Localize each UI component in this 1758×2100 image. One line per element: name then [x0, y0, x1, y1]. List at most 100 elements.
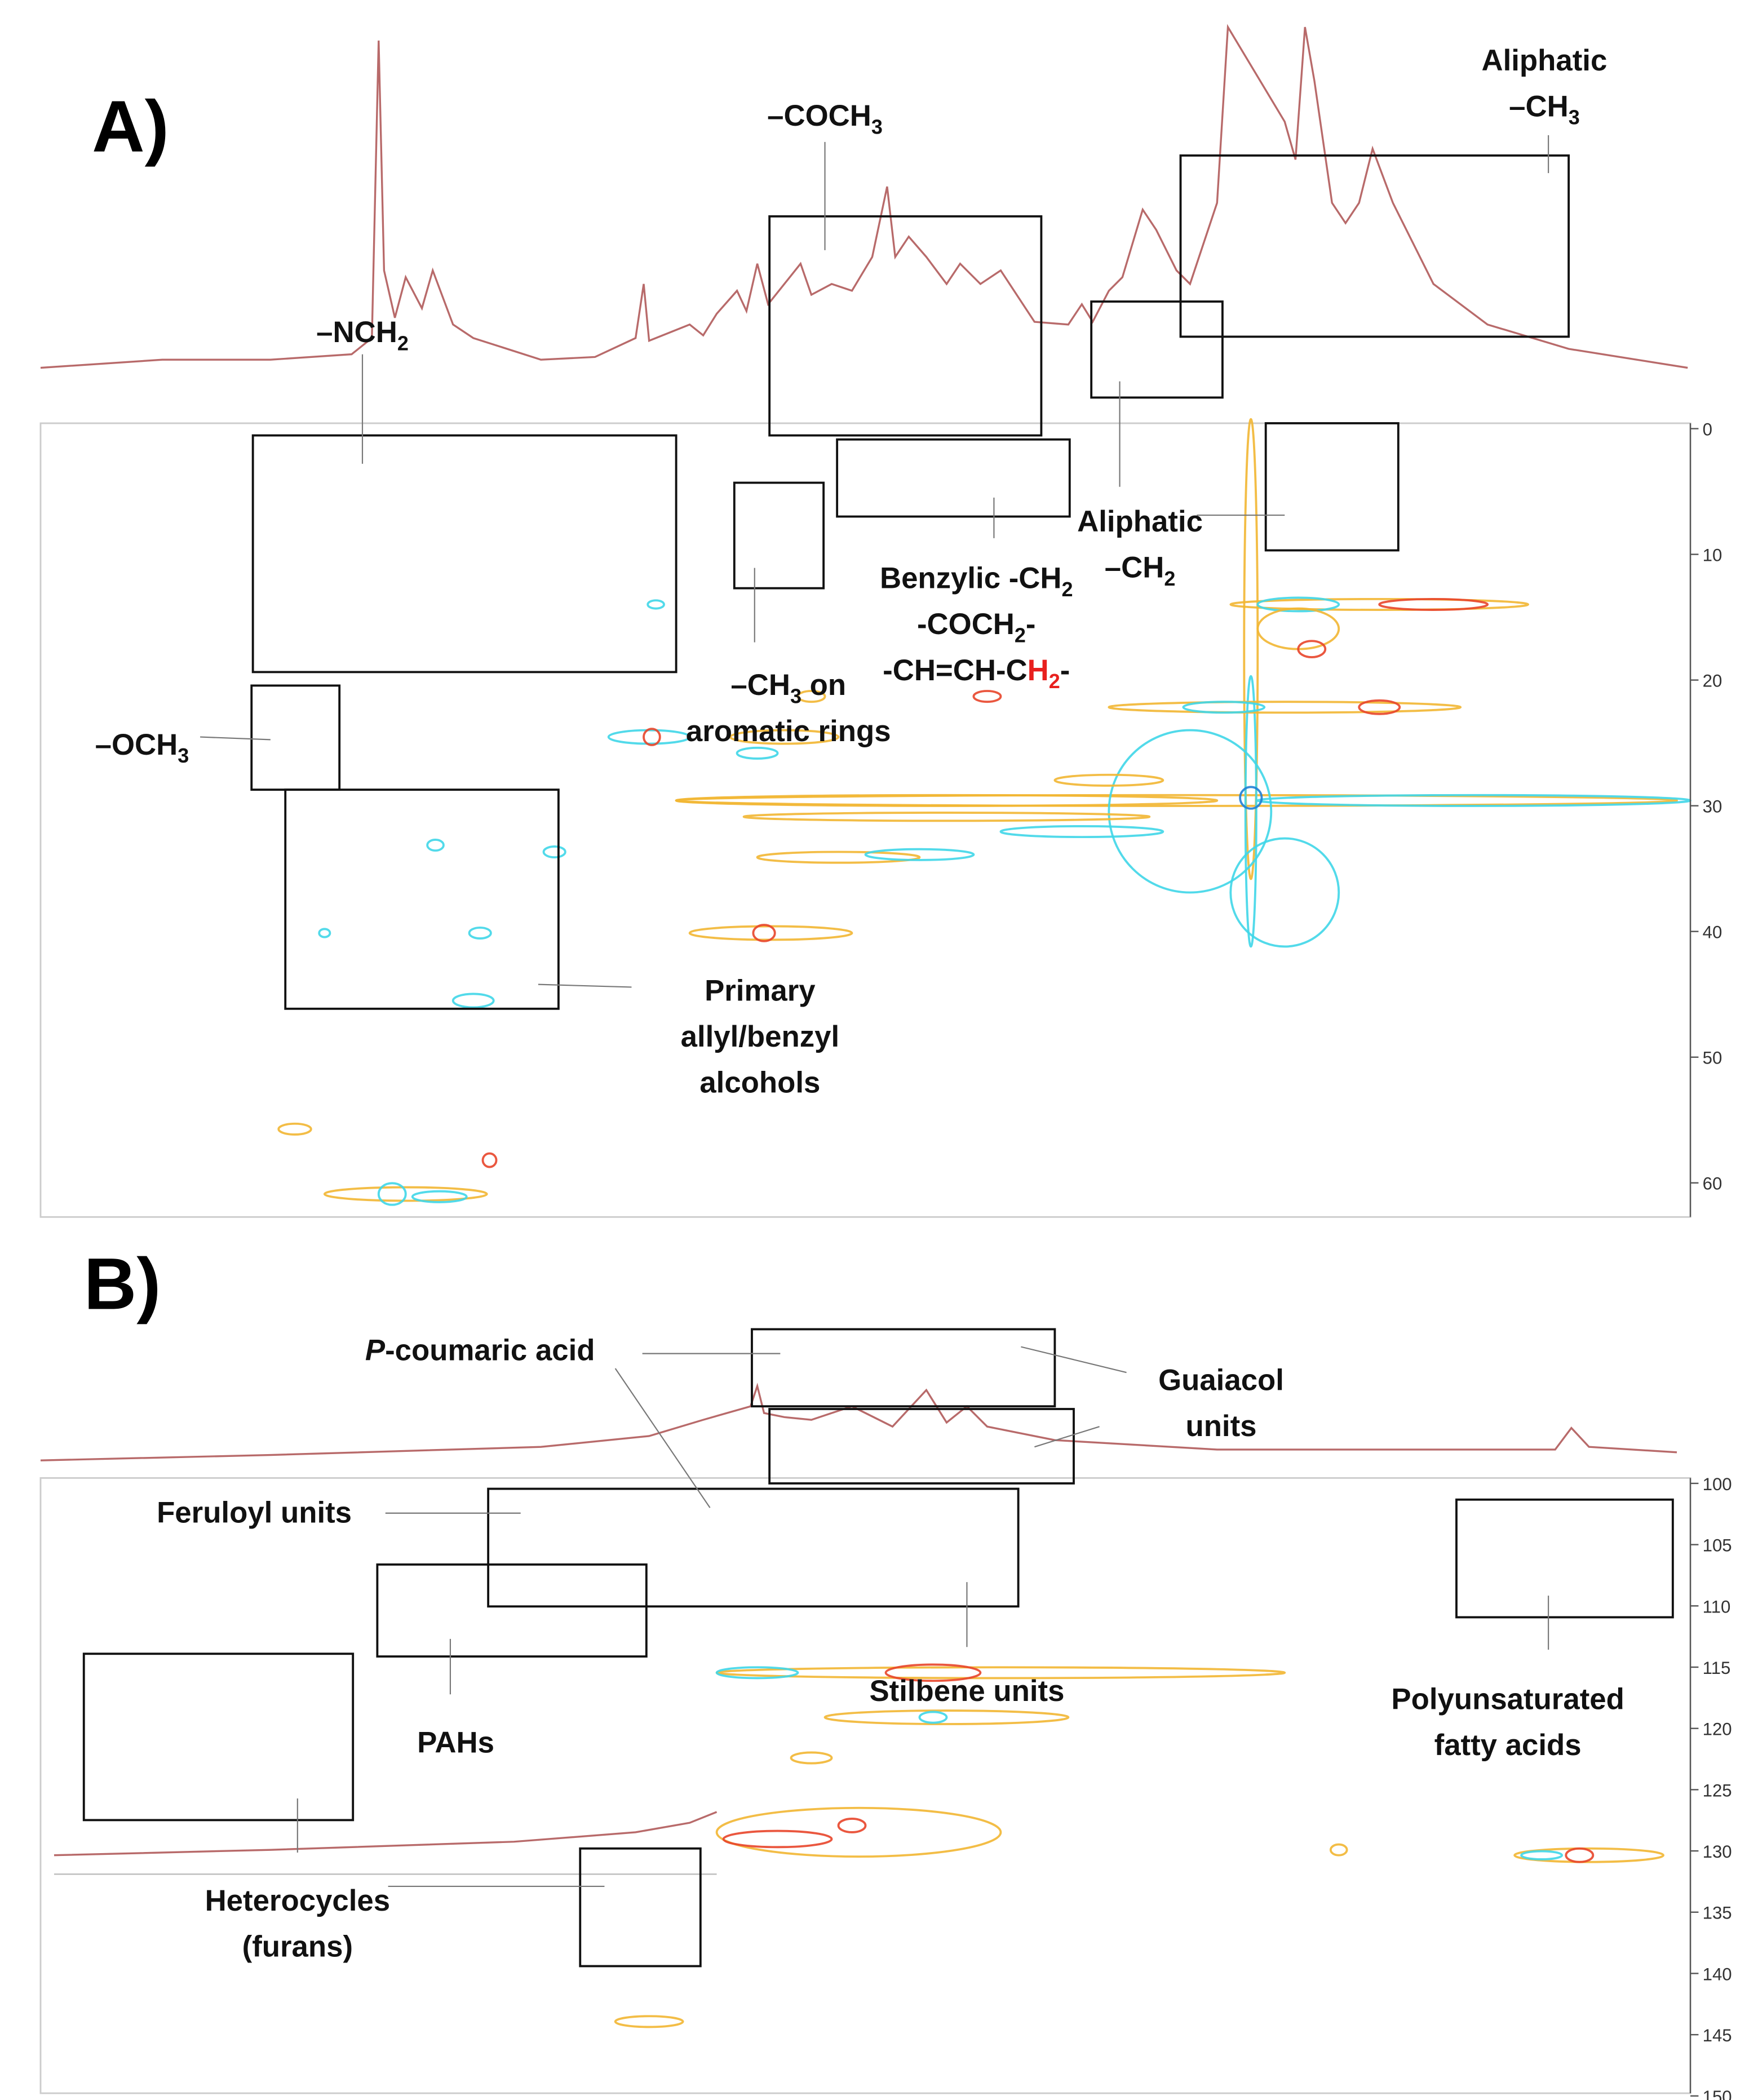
- contour: [1329, 1843, 1348, 1857]
- contour: [323, 1186, 488, 1202]
- annotation-text: –CH: [1509, 90, 1569, 123]
- contour: [715, 1666, 799, 1680]
- contour: [451, 993, 495, 1009]
- annotation-text: aromatic rings: [686, 715, 891, 748]
- annotation: P-coumaric acid: [365, 1334, 595, 1367]
- contour: [884, 1663, 982, 1682]
- annotation-text: PAHs: [417, 1726, 494, 1759]
- annotation: units: [1185, 1410, 1256, 1443]
- y-tick-label: 110: [1703, 1597, 1731, 1616]
- annotation: Benzylic -CH2: [880, 562, 1073, 601]
- annotation: Polyunsaturated: [1391, 1683, 1624, 1716]
- panel-label: B): [84, 1243, 161, 1324]
- box: [376, 1563, 648, 1658]
- annotation-text: 3: [790, 685, 801, 708]
- contour: [736, 746, 779, 760]
- annotation: (furans): [242, 1930, 353, 1964]
- annotation-text: –CH: [730, 668, 790, 702]
- annotation-text: -COCH: [917, 608, 1015, 641]
- contour: [796, 690, 826, 703]
- contour: [1108, 701, 1462, 714]
- box: [284, 788, 560, 1010]
- box: [250, 684, 341, 791]
- annotation-text: –CH: [1105, 551, 1164, 584]
- annotation-text: P: [365, 1334, 386, 1367]
- annotation-text: Feruloyl units: [157, 1496, 352, 1530]
- leader: [1021, 1346, 1127, 1374]
- annotation-text: allyl/benzyl: [681, 1020, 840, 1053]
- y-tick-label: 140: [1703, 1964, 1732, 1984]
- contour: [1256, 596, 1340, 613]
- contour: [722, 1829, 833, 1849]
- spectra-decor: [39, 24, 1691, 2094]
- box: [836, 438, 1071, 518]
- contour: [1229, 837, 1340, 948]
- annotation: Guaiacol: [1158, 1363, 1284, 1397]
- contour: [277, 1122, 312, 1136]
- y-tick-label: 145: [1703, 2026, 1732, 2045]
- contour: [715, 1806, 1002, 1858]
- annotation-text: -coumaric acid: [385, 1334, 595, 1367]
- annotation-text: H: [1028, 654, 1049, 687]
- annotation: –OCH3: [95, 728, 189, 767]
- y-tick-label: 135: [1703, 1903, 1732, 1923]
- contour: [918, 1711, 948, 1724]
- annotation-text: Aliphatic: [1482, 44, 1608, 77]
- annotation-text: fatty acids: [1434, 1729, 1582, 1762]
- contour: [756, 850, 921, 864]
- y-tick-label: 125: [1703, 1780, 1732, 1800]
- annotation-text: Guaiacol: [1158, 1363, 1284, 1397]
- annotation-text: Stilbene units: [869, 1674, 1064, 1708]
- annotation: fatty acids: [1434, 1729, 1582, 1762]
- contour: [614, 2015, 684, 2028]
- annotation-text: –NCH: [316, 316, 397, 349]
- annotation: PAHs: [417, 1726, 494, 1759]
- box: [579, 1847, 702, 1968]
- contour: [823, 1709, 1070, 1725]
- annotation-text: 2: [1062, 578, 1073, 601]
- panel-b-frame: [39, 1477, 1691, 2094]
- projection-trace-b2: [54, 1811, 718, 1857]
- contour: [1520, 1850, 1564, 1860]
- annotation-text: 3: [1569, 106, 1580, 129]
- projection-trace-a: [40, 24, 1688, 369]
- leader: [614, 1368, 711, 1508]
- y-tick-label: 150: [1703, 2087, 1732, 2100]
- y-tick-label: 130: [1703, 1842, 1732, 1862]
- y-tick-label: 30: [1703, 797, 1722, 817]
- contour: [542, 845, 566, 859]
- contour: [1297, 640, 1327, 658]
- annotation-text: (furans): [242, 1930, 353, 1964]
- annotation-text: –COCH: [767, 99, 871, 132]
- y-tick-label: 105: [1703, 1536, 1732, 1556]
- y-tick-label: 50: [1703, 1048, 1722, 1068]
- annotation: –COCH3: [767, 99, 883, 138]
- contour: [1243, 418, 1259, 880]
- annotation: Aliphatic: [1482, 44, 1608, 77]
- y-tick-label: 100: [1703, 1474, 1732, 1494]
- annotation: –CH2: [1105, 551, 1176, 590]
- leader: [200, 736, 271, 741]
- annotation-text: Benzylic -CH: [880, 562, 1062, 595]
- annotation-text: Polyunsaturated: [1391, 1683, 1624, 1716]
- box: [487, 1487, 1020, 1608]
- contour: [1256, 607, 1340, 650]
- box: [82, 1652, 355, 1822]
- box: [251, 434, 677, 674]
- contour: [790, 1751, 833, 1765]
- annotation: Heterocycles: [205, 1884, 391, 1917]
- annotation-text: 2: [1015, 624, 1026, 647]
- contour: [607, 729, 691, 745]
- contour: [646, 599, 665, 610]
- box: [1264, 422, 1400, 552]
- annotation-text: 2: [1049, 670, 1060, 693]
- contour: [481, 1152, 498, 1168]
- contour: [1108, 729, 1273, 894]
- y-tick-label: 0: [1703, 420, 1712, 440]
- contour: [468, 926, 492, 940]
- annotation-text: on: [801, 668, 846, 702]
- boxes: [82, 154, 1674, 1968]
- contour: [1229, 597, 1530, 611]
- box: [751, 1328, 1056, 1408]
